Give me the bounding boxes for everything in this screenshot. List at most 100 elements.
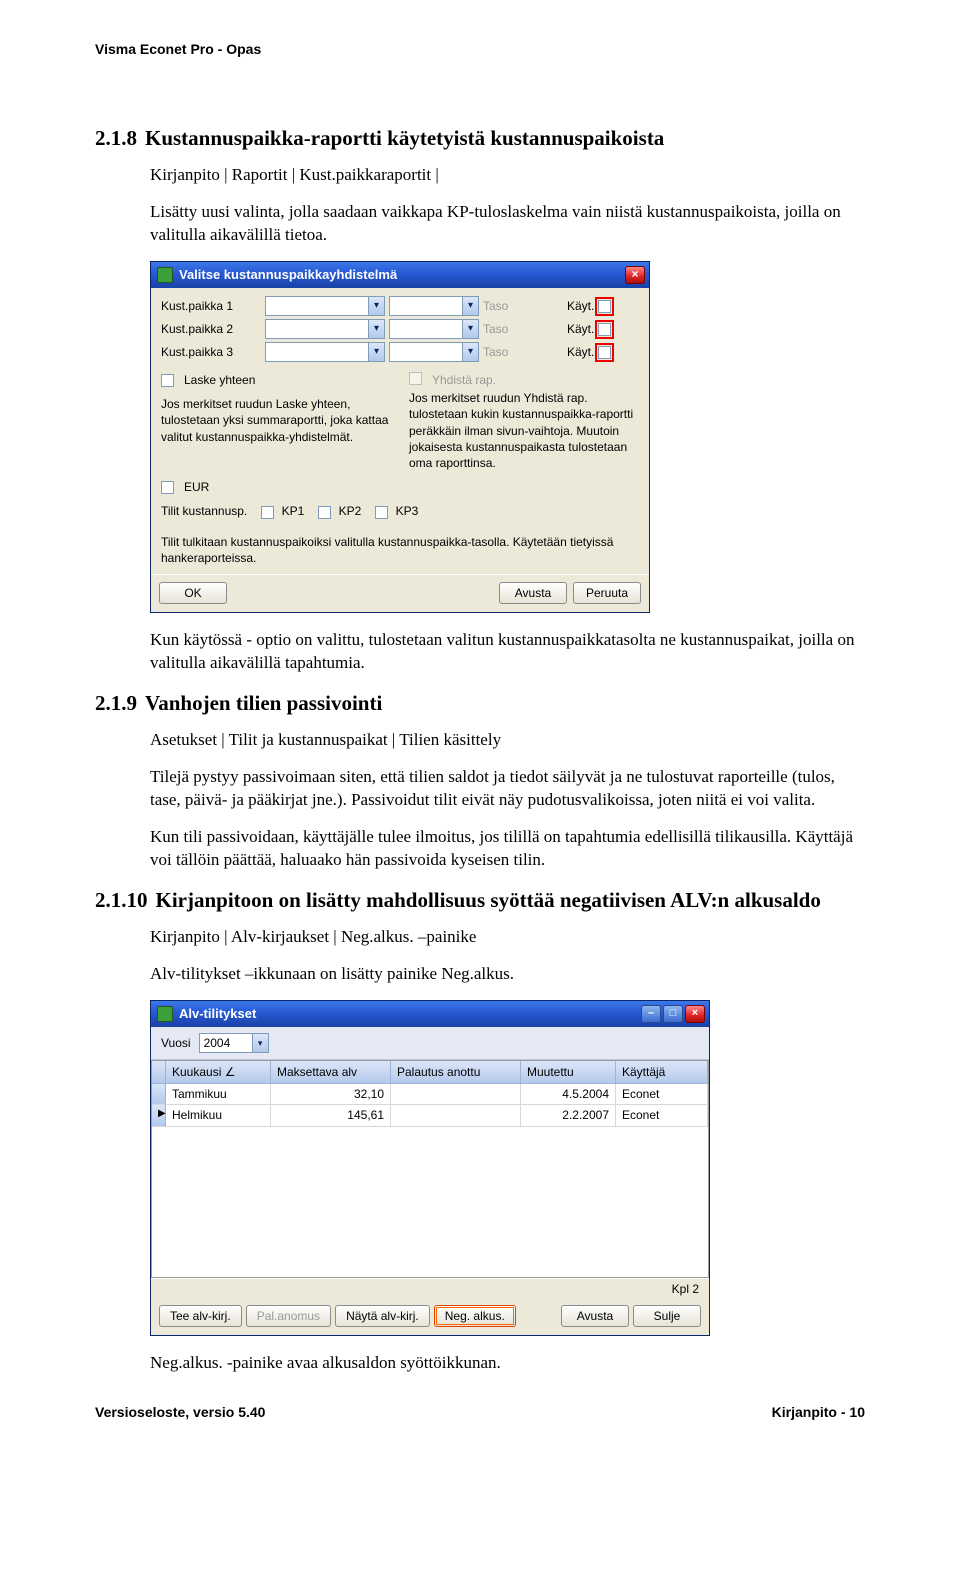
footer-right: Kirjanpito - 10 (772, 1403, 865, 1422)
data-grid: Kuukausi ∠ Maksettava alv Palautus anott… (151, 1060, 709, 1278)
cell: Tammikuu (166, 1084, 271, 1105)
heading-title: Vanhojen tilien passivointi (145, 689, 382, 717)
heading-title: Kirjanpitoon on lisätty mahdollisuus syö… (156, 886, 821, 914)
eur-label: EUR (184, 479, 209, 495)
taso-label: Taso (483, 298, 563, 314)
col-header[interactable]: Maksettava alv (271, 1061, 391, 1084)
cell (391, 1084, 521, 1105)
statusbar: Kpl 2 (151, 1278, 709, 1299)
paragraph: Kun käytössä - optio on valittu, tuloste… (150, 629, 865, 675)
chevron-down-icon: ▾ (462, 297, 478, 315)
kp2-label: KP2 (339, 504, 362, 518)
chevron-down-icon: ▾ (252, 1034, 268, 1052)
tee-alvkirj-button[interactable]: Tee alv-kirj. (159, 1305, 242, 1327)
kp2-level-combo[interactable]: ▾ (389, 319, 479, 339)
toolbar: Vuosi 2004 ▾ (151, 1027, 709, 1060)
eur-checkbox[interactable] (161, 481, 174, 494)
heading-219: 2.1.9 Vanhojen tilien passivointi (95, 689, 865, 717)
chevron-down-icon: ▾ (462, 343, 478, 361)
cell: 145,61 (271, 1105, 391, 1126)
cell: 2.2.2007 (521, 1105, 616, 1126)
taso-label: Taso (483, 321, 563, 337)
chevron-down-icon: ▾ (368, 343, 384, 361)
row-marker: ▶ (152, 1105, 166, 1126)
avusta-button[interactable]: Avusta (561, 1305, 629, 1327)
laske-checkbox[interactable] (161, 374, 174, 387)
footer-left: Versioseloste, versio 5.40 (95, 1403, 265, 1422)
kp1-label: KP1 (282, 504, 305, 518)
cell (391, 1105, 521, 1126)
kayt-label: Käyt. (567, 345, 594, 359)
heading-num: 2.1.8 (95, 124, 137, 152)
maximize-icon[interactable]: □ (663, 1005, 683, 1023)
yhdista-label: Yhdistä rap. (432, 372, 496, 388)
avusta-button[interactable]: Avusta (499, 582, 567, 604)
nayta-alvkirj-button[interactable]: Näytä alv-kirj. (335, 1305, 430, 1327)
screenshot-dialog-alvtilitykset: Alv-tilitykset – □ × Vuosi 2004 ▾ Kuukau… (150, 1000, 865, 1336)
col-header[interactable]: Kuukausi ∠ (166, 1061, 271, 1084)
cell: 32,10 (271, 1084, 391, 1105)
marker-header (152, 1061, 166, 1084)
kayt-label: Käyt. (567, 322, 594, 336)
minimize-icon[interactable]: – (641, 1005, 661, 1023)
ok-button[interactable]: OK (159, 582, 227, 604)
heading-num: 2.1.9 (95, 689, 137, 717)
window-title: Alv-tilitykset (179, 1005, 641, 1023)
desc-text: Jos merkitset ruudun Yhdistä rap. tulost… (409, 390, 639, 471)
chevron-down-icon: ▾ (368, 320, 384, 338)
breadcrumb: Kirjanpito | Raportit | Kust.paikkarapor… (150, 164, 865, 187)
row-marker (152, 1084, 166, 1105)
kayt-checkbox[interactable] (598, 346, 611, 359)
col-header[interactable]: Käyttäjä (616, 1061, 708, 1084)
laske-label: Laske yhteen (184, 372, 255, 388)
heading-2110: 2.1.10 Kirjanpitoon on lisätty mahdollis… (95, 886, 865, 914)
row-label: Kust.paikka 2 (161, 321, 261, 337)
col-header[interactable]: Palautus anottu (391, 1061, 521, 1084)
kayt-label: Käyt. (567, 299, 594, 313)
table-row[interactable]: ▶ Helmikuu 145,61 2.2.2007 Econet (152, 1105, 708, 1126)
kp1-combo[interactable]: ▾ (265, 296, 385, 316)
app-icon (157, 1006, 173, 1022)
vuosi-label: Vuosi (161, 1035, 191, 1051)
kp3-level-combo[interactable]: ▾ (389, 342, 479, 362)
kp2-checkbox[interactable] (318, 506, 331, 519)
close-icon[interactable]: × (625, 266, 645, 284)
kp3-checkbox[interactable] (375, 506, 388, 519)
peruuta-button[interactable]: Peruuta (573, 582, 641, 604)
cell: 4.5.2004 (521, 1084, 616, 1105)
palanomus-button: Pal.anomus (246, 1305, 331, 1327)
app-icon (157, 267, 173, 283)
titlebar: Alv-tilitykset – □ × (151, 1001, 709, 1027)
row-count: Kpl 2 (672, 1281, 699, 1297)
breadcrumb: Kirjanpito | Alv-kirjaukset | Neg.alkus.… (150, 926, 865, 949)
desc-text: Jos merkitset ruudun Laske yhteen, tulos… (161, 396, 391, 445)
screenshot-dialog-kustannuspaikka: Valitse kustannuspaikkayhdistelmä × Kust… (150, 261, 865, 613)
vuosi-combo[interactable]: 2004 ▾ (199, 1033, 269, 1053)
kp3-combo[interactable]: ▾ (265, 342, 385, 362)
sulje-button[interactable]: Sulje (633, 1305, 701, 1327)
doc-header: Visma Econet Pro - Opas (95, 40, 865, 59)
neg-alkus-button[interactable]: Neg. alkus. (434, 1305, 516, 1327)
yhdista-checkbox[interactable] (409, 372, 422, 385)
heading-num: 2.1.10 (95, 886, 148, 914)
close-icon[interactable]: × (685, 1005, 705, 1023)
titlebar: Valitse kustannuspaikkayhdistelmä × (151, 262, 649, 288)
breadcrumb: Asetukset | Tilit ja kustannuspaikat | T… (150, 729, 865, 752)
chevron-down-icon: ▾ (462, 320, 478, 338)
grid-empty-area (152, 1127, 708, 1277)
kp1-level-combo[interactable]: ▾ (389, 296, 479, 316)
heading-218: 2.1.8 Kustannuspaikka-raportti käytetyis… (95, 124, 865, 152)
paragraph: Alv-tilitykset –ikkunaan on lisätty pain… (150, 963, 865, 986)
table-row[interactable]: Tammikuu 32,10 4.5.2004 Econet (152, 1084, 708, 1105)
paragraph: Tilejä pystyy passivoimaan siten, että t… (150, 766, 865, 812)
kp2-combo[interactable]: ▾ (265, 319, 385, 339)
paragraph: Lisätty uusi valinta, jolla saadaan vaik… (150, 201, 865, 247)
kayt-checkbox[interactable] (598, 300, 611, 313)
col-header[interactable]: Muutettu (521, 1061, 616, 1084)
kp1-checkbox[interactable] (261, 506, 274, 519)
cell: Econet (616, 1105, 708, 1126)
cell: Econet (616, 1084, 708, 1105)
chevron-down-icon: ▾ (368, 297, 384, 315)
taso-label: Taso (483, 344, 563, 360)
kayt-checkbox[interactable] (598, 323, 611, 336)
